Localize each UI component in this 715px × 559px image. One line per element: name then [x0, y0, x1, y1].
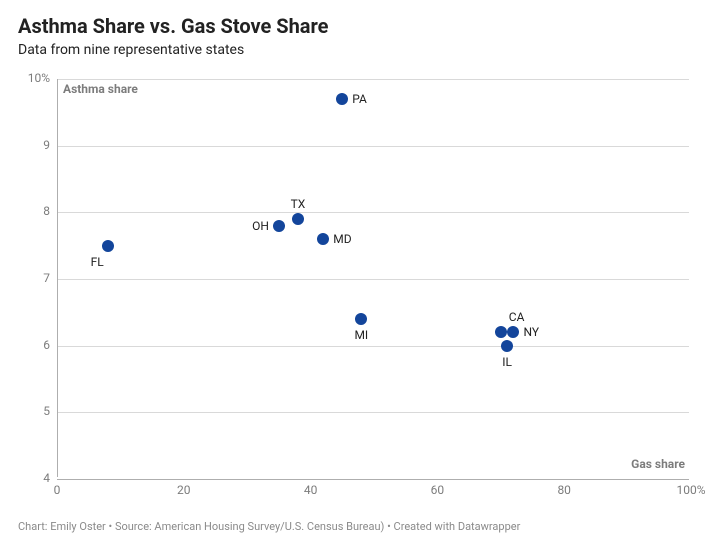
data-point-ca — [495, 326, 507, 338]
gridline-horizontal — [57, 79, 689, 80]
data-label-mi: MI — [354, 328, 368, 342]
data-point-md — [317, 233, 329, 245]
data-point-fl — [102, 240, 114, 252]
plot-region: Asthma share Gas share 020406080100%FLOH… — [56, 78, 690, 478]
y-axis-title: Asthma share — [63, 82, 138, 96]
x-tick-label: 100% — [676, 483, 705, 497]
gridline-horizontal — [57, 146, 689, 147]
x-tick-label: 40 — [304, 483, 318, 497]
chart-subtitle: Data from nine representative states — [18, 42, 697, 58]
data-label-il: IL — [502, 355, 512, 369]
gridline-horizontal — [57, 212, 689, 213]
y-tick-label: 4 — [18, 471, 50, 485]
gridline-horizontal — [57, 279, 689, 280]
y-tick-label: 9 — [18, 138, 50, 152]
x-tick-label: 60 — [431, 483, 445, 497]
x-axis-title: Gas share — [631, 457, 685, 471]
y-tick-label: 5 — [18, 404, 50, 418]
gridline-horizontal — [57, 412, 689, 413]
chart-footer: Chart: Emily Oster • Source: American Ho… — [18, 520, 697, 533]
x-tick-label: 0 — [54, 483, 61, 497]
data-label-pa: PA — [352, 92, 367, 106]
data-point-tx — [292, 213, 304, 225]
data-label-ny: NY — [523, 325, 539, 339]
data-label-fl: FL — [91, 255, 104, 269]
y-tick-label: 7 — [18, 271, 50, 285]
data-label-md: MD — [333, 232, 351, 246]
chart-title: Asthma Share vs. Gas Stove Share — [18, 14, 697, 38]
data-point-oh — [273, 220, 285, 232]
chart-container: Asthma Share vs. Gas Stove Share Data fr… — [0, 0, 715, 559]
data-label-ca: CA — [509, 310, 525, 324]
y-tick-label: 8 — [18, 204, 50, 218]
data-point-pa — [336, 93, 348, 105]
gridline-horizontal — [57, 479, 689, 480]
data-point-il — [501, 340, 513, 352]
gridline-horizontal — [57, 346, 689, 347]
data-point-mi — [355, 313, 367, 325]
y-tick-label: 6 — [18, 338, 50, 352]
gridline-vertical — [57, 79, 58, 477]
data-label-oh: OH — [252, 219, 269, 233]
x-tick-label: 20 — [177, 483, 191, 497]
x-tick-label: 80 — [557, 483, 571, 497]
data-point-ny — [507, 326, 519, 338]
data-label-tx: TX — [291, 197, 306, 211]
chart-area: 4 5 6 7 8 9 10% Asthma share Gas share 0 20 40 60… — [18, 70, 698, 510]
y-tick-label: 10% — [18, 71, 50, 85]
